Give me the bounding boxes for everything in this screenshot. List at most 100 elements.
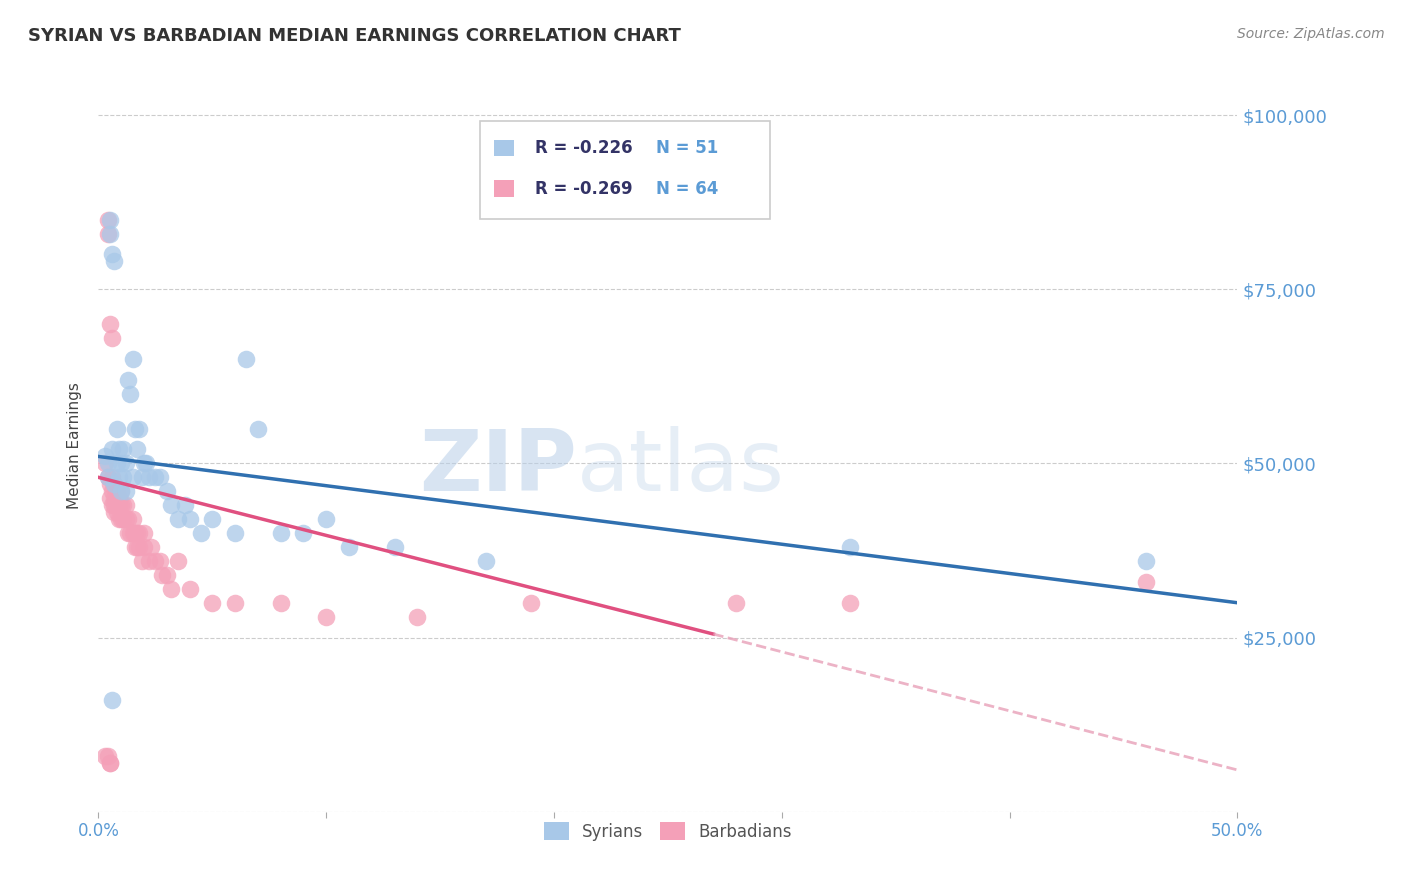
Point xyxy=(179,512,201,526)
Point xyxy=(235,351,257,366)
Point xyxy=(128,540,150,554)
Point xyxy=(132,540,155,554)
FancyBboxPatch shape xyxy=(494,140,513,156)
Point xyxy=(110,457,132,471)
Point xyxy=(121,351,143,366)
Point xyxy=(103,498,125,512)
Point xyxy=(110,484,132,499)
Point xyxy=(337,540,360,554)
Point xyxy=(103,254,125,268)
Point xyxy=(112,498,135,512)
Point xyxy=(98,477,121,491)
Point xyxy=(98,317,121,331)
Point xyxy=(224,526,246,541)
Point xyxy=(98,491,121,506)
Point xyxy=(121,526,143,541)
Point xyxy=(160,498,183,512)
Point xyxy=(270,526,292,541)
Point xyxy=(474,554,496,568)
Point xyxy=(112,470,135,484)
Point xyxy=(138,470,160,484)
Point xyxy=(246,421,269,435)
Point xyxy=(120,386,142,401)
Point xyxy=(114,457,136,471)
Point xyxy=(167,554,190,568)
Point xyxy=(132,526,155,541)
Text: N = 51: N = 51 xyxy=(657,139,718,157)
Point xyxy=(101,484,124,499)
Point xyxy=(103,477,125,491)
Point xyxy=(121,512,143,526)
Point xyxy=(110,512,132,526)
Point xyxy=(120,526,142,541)
Point xyxy=(167,512,190,526)
Point xyxy=(94,457,117,471)
Point xyxy=(94,749,117,764)
Point xyxy=(94,450,117,464)
Point xyxy=(110,498,132,512)
Point xyxy=(96,457,118,471)
Point xyxy=(96,470,118,484)
Point xyxy=(224,596,246,610)
Point xyxy=(127,540,149,554)
Point xyxy=(128,421,150,435)
Point xyxy=(101,331,124,345)
Point xyxy=(149,470,172,484)
Legend: Syrians, Barbadians: Syrians, Barbadians xyxy=(537,816,799,847)
Point xyxy=(839,596,862,610)
Point xyxy=(114,498,136,512)
Point xyxy=(124,540,146,554)
Point xyxy=(101,470,124,484)
Text: SYRIAN VS BARBADIAN MEDIAN EARNINGS CORRELATION CHART: SYRIAN VS BARBADIAN MEDIAN EARNINGS CORR… xyxy=(28,27,681,45)
Text: R = -0.269: R = -0.269 xyxy=(534,179,633,197)
Point xyxy=(105,484,128,499)
Point xyxy=(112,512,135,526)
Point xyxy=(174,498,197,512)
Point xyxy=(150,567,173,582)
Point xyxy=(110,484,132,499)
Point xyxy=(315,512,337,526)
Point xyxy=(131,554,153,568)
Point xyxy=(101,693,124,707)
Point xyxy=(179,582,201,596)
Point xyxy=(384,540,406,554)
Point xyxy=(96,227,118,241)
Point xyxy=(114,512,136,526)
Text: R = -0.226: R = -0.226 xyxy=(534,139,633,157)
Point xyxy=(103,477,125,491)
Point xyxy=(105,421,128,435)
Point xyxy=(156,484,179,499)
Point xyxy=(139,540,162,554)
Text: Source: ZipAtlas.com: Source: ZipAtlas.com xyxy=(1237,27,1385,41)
Point xyxy=(121,470,143,484)
Point xyxy=(96,212,118,227)
Point xyxy=(156,567,179,582)
Point xyxy=(117,512,139,526)
Point xyxy=(1135,574,1157,589)
Point xyxy=(96,749,118,764)
Point xyxy=(128,526,150,541)
Point xyxy=(105,491,128,506)
Point xyxy=(520,596,543,610)
Point xyxy=(117,526,139,541)
Point xyxy=(406,609,429,624)
Point xyxy=(103,491,125,506)
Point xyxy=(124,421,146,435)
FancyBboxPatch shape xyxy=(479,120,770,219)
Text: atlas: atlas xyxy=(576,426,785,509)
Point xyxy=(103,505,125,519)
Point xyxy=(201,596,224,610)
Point xyxy=(315,609,337,624)
Point xyxy=(105,505,128,519)
Point xyxy=(127,526,149,541)
Point xyxy=(98,212,121,227)
Point xyxy=(108,442,131,457)
Point xyxy=(1135,554,1157,568)
Point xyxy=(160,582,183,596)
Y-axis label: Median Earnings: Median Earnings xyxy=(67,383,83,509)
Point xyxy=(201,512,224,526)
Point xyxy=(112,442,135,457)
Point xyxy=(149,554,172,568)
Point xyxy=(132,457,155,471)
Point xyxy=(114,484,136,499)
